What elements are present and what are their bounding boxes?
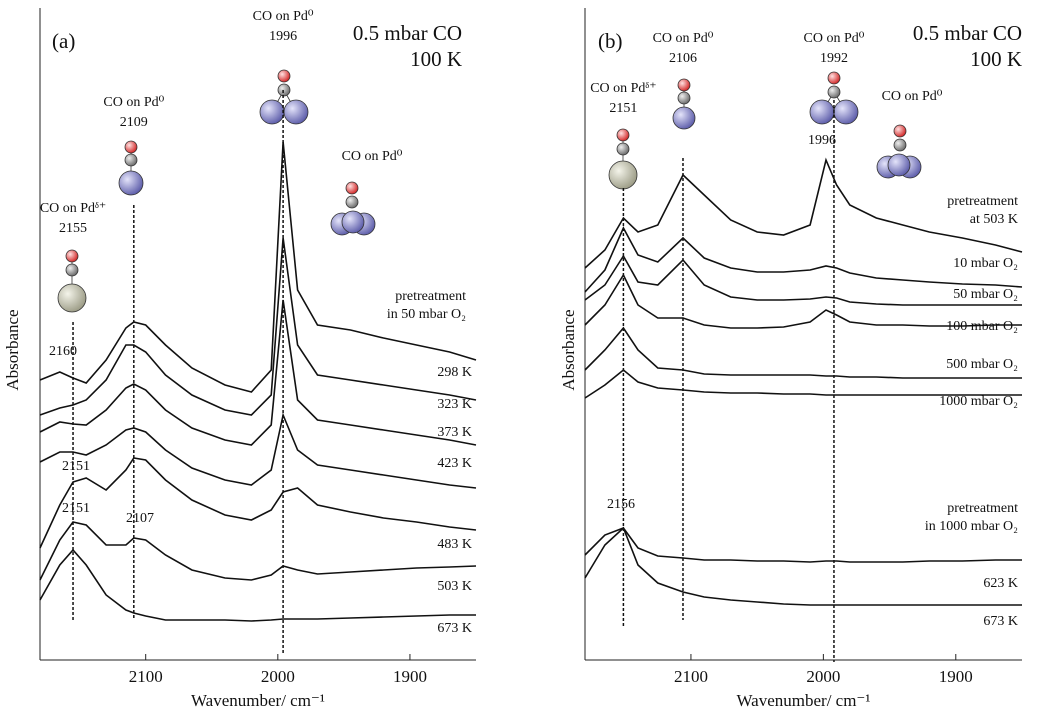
peak-value-label: 1992 [820,51,848,66]
spectrum-line [39,548,476,622]
peak-value-label: 2151 [609,101,637,116]
spectrum-line [584,273,1022,329]
x-axis-title: Wavenumber/ cm⁻¹ [191,691,325,710]
note-label: pretreatment [947,194,1018,209]
peak-site-label: CO on Pdᵟ⁺ [590,81,656,96]
peak-site-label: CO on Pdᵟ⁺ [40,201,106,216]
peak-site-label: CO on Pd⁰ [253,9,314,24]
x-tick-label: 2000 [261,667,295,686]
molecule-icons [57,69,922,313]
peak-value-label: 2155 [59,221,87,236]
x-tick-label: 2100 [674,667,708,686]
peak-label: 1996 [808,133,836,148]
series-label: 500 mbar O₂ [946,357,1018,372]
series-label: 10 mbar O₂ [953,256,1018,271]
x-tick-label: 1900 [393,667,427,686]
series-label: 673 K [983,614,1018,629]
note-label: pretreatment [395,289,466,304]
peak-label: 2151 [62,501,90,516]
x-tick-label: 2100 [129,667,163,686]
x-tick-label: 1900 [939,667,973,686]
site-label: CO on Pd⁰ [882,89,943,104]
series-label: 373 K [437,425,472,440]
site-label: CO on Pd⁰ [342,149,403,164]
peak-value-label: 2106 [669,51,697,66]
series-label: 483 K [437,537,472,552]
spectrum-line [584,157,1023,269]
series-label: 50 mbar O₂ [953,287,1018,302]
peak-site-label: CO on Pd⁰ [804,31,865,46]
spectrum-line [39,141,477,393]
condition-label: 0.5 mbar CO [353,21,462,45]
series-label: 503 K [437,579,472,594]
series-label: 100 mbar O₂ [946,319,1018,334]
series-label: 1000 mbar O₂ [939,394,1018,409]
y-axis-title: Absorbance [3,309,22,390]
spectrum-line [39,457,477,549]
panel-label: (b) [598,29,623,53]
peak-value-label: 1996 [269,29,297,44]
y-axis-title: Absorbance [559,309,578,390]
x-tick-label: 2000 [806,667,840,686]
peak-site-label: CO on Pd⁰ [103,95,164,110]
spectrum-line [584,226,1023,293]
spectrum-line [584,527,1022,563]
spectrum-line [584,326,1022,379]
peak-label: 2156 [607,497,635,512]
series-label: 623 K [983,576,1018,591]
note-label: in 1000 mbar O₂ [925,519,1018,534]
condition-label: 0.5 mbar CO [913,21,1022,45]
spectrum-line [39,299,477,446]
series-label: 323 K [437,397,472,412]
spectrum-line [39,237,477,416]
series-label: 673 K [437,621,472,636]
spectrum-line [39,412,477,489]
note-label: at 503 K [970,212,1018,227]
peak-site-label: CO on Pd⁰ [653,31,714,46]
spectrum-line [584,254,1022,306]
series-label: 298 K [437,365,472,380]
peak-label: 2151 [62,459,90,474]
x-axis-title: Wavenumber/ cm⁻¹ [736,691,870,710]
spectrum-line [584,368,1022,399]
series-label: 423 K [437,456,472,471]
note-label: pretreatment [947,501,1018,516]
condition-label: 100 K [970,47,1022,71]
spectrum-line [584,526,1022,606]
peak-label: 2107 [126,511,154,526]
note-label: in 50 mbar O₂ [387,307,466,322]
spectrum-line [39,521,477,581]
peak-value-label: 2109 [120,115,148,130]
condition-label: 100 K [410,47,462,71]
panel-label: (a) [52,29,75,53]
peak-label: 2160 [49,344,77,359]
